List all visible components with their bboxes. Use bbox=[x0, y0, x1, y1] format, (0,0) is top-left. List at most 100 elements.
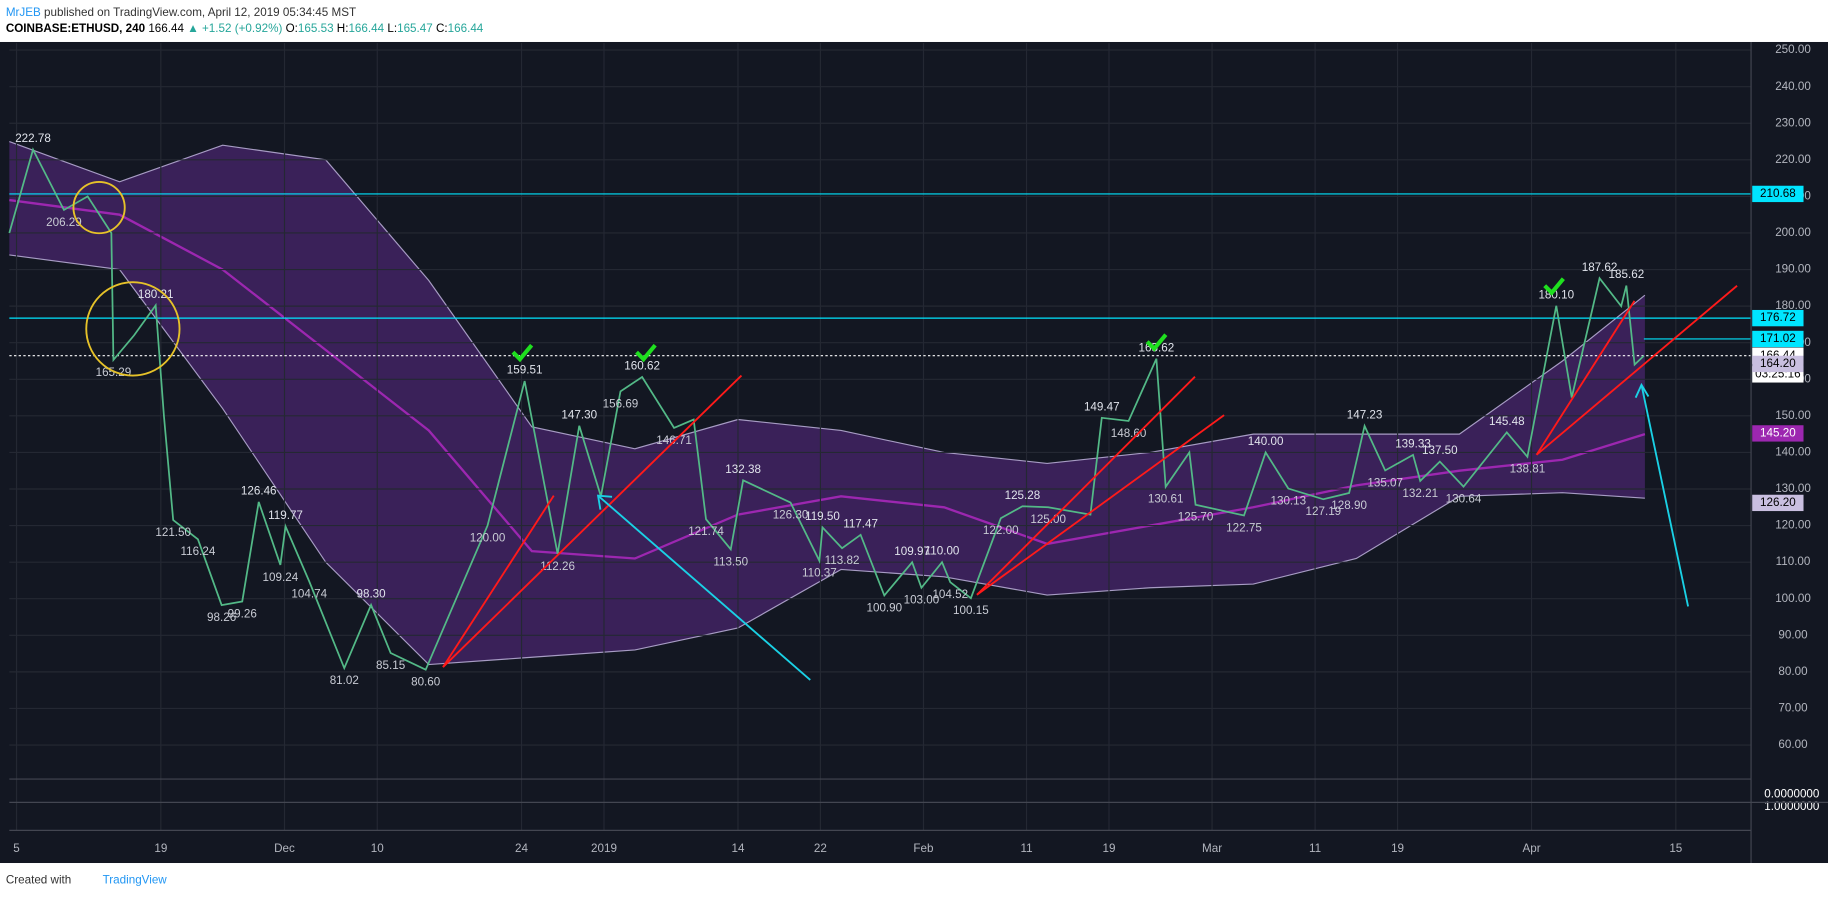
x-tick-label: Feb bbox=[913, 842, 933, 855]
band-edge bbox=[9, 254, 1645, 666]
price-tag-label: 171.02 bbox=[1760, 332, 1796, 345]
x-tick-label: 11 bbox=[1309, 842, 1321, 855]
price-label: 119.50 bbox=[805, 510, 840, 523]
check-mark bbox=[635, 343, 657, 363]
price-label: 125.70 bbox=[1178, 511, 1214, 524]
x-tick-label: Apr bbox=[1522, 842, 1540, 855]
price-label: 117.47 bbox=[843, 517, 878, 530]
price-label: 85.15 bbox=[376, 659, 405, 672]
x-tick-label: 19 bbox=[1391, 842, 1404, 855]
symbol: COINBASE:ETHUSD, 240 bbox=[6, 22, 145, 35]
price-label: 100.15 bbox=[953, 604, 989, 617]
price-label: 121.50 bbox=[155, 526, 191, 539]
x-tick-label: 19 bbox=[154, 842, 167, 855]
trend-line bbox=[1535, 285, 1738, 456]
check-mark bbox=[511, 343, 534, 363]
y-tick-label: 60.00 bbox=[1778, 738, 1808, 751]
open-label: O: bbox=[286, 22, 298, 35]
price-label: 125.00 bbox=[1030, 513, 1066, 526]
price-label: 100.90 bbox=[866, 601, 902, 614]
y-tick-label: 100.00 bbox=[1775, 592, 1811, 605]
y-tick-label: 150.00 bbox=[1775, 409, 1811, 422]
trend-line bbox=[442, 495, 555, 668]
axis-tag bbox=[1752, 494, 1804, 512]
price-tag-label: 210.68 bbox=[1760, 187, 1796, 200]
price-label: 126.46 bbox=[241, 485, 277, 498]
y-tick-label: 250.00 bbox=[1775, 43, 1811, 56]
trend-line bbox=[442, 374, 743, 668]
price-label: 109.97 bbox=[894, 545, 930, 558]
grid-layer bbox=[9, 43, 1752, 831]
y-tick-label: 240.00 bbox=[1775, 80, 1811, 93]
price-label: 128.90 bbox=[1331, 499, 1367, 512]
pane2-tick-label: 1.0000000 bbox=[1764, 800, 1820, 813]
footer-created: Created with bbox=[6, 874, 71, 887]
price-label: 180.10 bbox=[1538, 288, 1574, 301]
band-fill bbox=[9, 141, 1645, 665]
price-label: 122.75 bbox=[1226, 521, 1262, 534]
price-label: 99.26 bbox=[228, 607, 257, 620]
x-tick-label: 11 bbox=[1020, 842, 1032, 855]
x-tick-label: 5 bbox=[13, 842, 19, 855]
footer-brand[interactable]: TradingView bbox=[103, 874, 168, 887]
price-tag bbox=[1752, 309, 1804, 327]
price-tag bbox=[1752, 185, 1804, 203]
x-tick-label: 19 bbox=[1103, 842, 1116, 855]
trend-line bbox=[1535, 300, 1636, 456]
y-tick-label: 80.00 bbox=[1778, 665, 1808, 678]
price-line bbox=[8, 147, 1645, 671]
header-line: MrJEB published on TradingView.com, Apri… bbox=[6, 6, 356, 19]
arrow-head bbox=[596, 494, 613, 510]
check-mark bbox=[1543, 277, 1565, 296]
price-label: 110.00 bbox=[925, 545, 960, 558]
open: 165.53 bbox=[298, 22, 334, 35]
band-layer bbox=[9, 140, 1646, 666]
y-tick-label: 190.00 bbox=[1775, 263, 1811, 276]
price-label: 119.77 bbox=[268, 509, 303, 522]
y-tick-label: 90.00 bbox=[1778, 628, 1808, 641]
y-tick-label: 200.00 bbox=[1775, 226, 1811, 239]
drawings bbox=[72, 180, 1738, 681]
close-label: C: bbox=[436, 22, 448, 35]
price-label: 140.00 bbox=[1248, 435, 1284, 448]
price-label: 185.62 bbox=[1609, 268, 1645, 281]
price-label: 126.30 bbox=[773, 508, 809, 521]
last: 166.44 bbox=[148, 22, 184, 35]
price-label: 104.74 bbox=[291, 587, 327, 600]
price-label: 80.60 bbox=[411, 676, 441, 689]
low-label: L: bbox=[387, 22, 397, 35]
axis-tag bbox=[1752, 355, 1804, 373]
price-label: 159.51 bbox=[507, 364, 543, 377]
price-label: 147.23 bbox=[1347, 409, 1383, 422]
moving-average bbox=[9, 198, 1646, 560]
price-label: 138.81 bbox=[1510, 463, 1546, 476]
x-tick-label: Mar bbox=[1202, 842, 1222, 855]
band-edge bbox=[9, 140, 1646, 464]
y-tick-label: 120.00 bbox=[1775, 519, 1811, 532]
price-label: 81.02 bbox=[330, 674, 359, 687]
highlight-circle bbox=[72, 180, 126, 235]
price-label: 113.50 bbox=[713, 555, 748, 568]
price-label: 120.00 bbox=[470, 531, 506, 544]
published: published on TradingView.com, April 12, … bbox=[44, 6, 356, 19]
price-label: 125.28 bbox=[1005, 489, 1041, 502]
price-label: 104.52 bbox=[932, 588, 968, 601]
trend-line bbox=[976, 376, 1196, 596]
y-tick-label: 130.00 bbox=[1775, 482, 1811, 495]
highlight-circle bbox=[85, 281, 181, 377]
price-label: 121.74 bbox=[688, 525, 724, 538]
symbol-line: COINBASE:ETHUSD, 240 166.44 ▲ +1.52 (+0.… bbox=[6, 22, 484, 35]
axis-tag-label: 164.20 bbox=[1760, 357, 1796, 370]
y-tick-label: 230.00 bbox=[1775, 116, 1811, 129]
price-label: 130.64 bbox=[1446, 493, 1482, 506]
price-tag bbox=[1752, 330, 1804, 348]
price-label: 122.00 bbox=[983, 524, 1019, 537]
price-label: 137.50 bbox=[1422, 444, 1458, 457]
y-tick-label: 220.00 bbox=[1775, 153, 1811, 166]
pane2-tick-label: 0.0000000 bbox=[1764, 787, 1820, 800]
axis-tag bbox=[1752, 425, 1804, 442]
price-label: 187.62 bbox=[1582, 261, 1618, 274]
price-label: 139.33 bbox=[1395, 437, 1431, 450]
y-tick-label: 110.00 bbox=[1776, 555, 1811, 568]
